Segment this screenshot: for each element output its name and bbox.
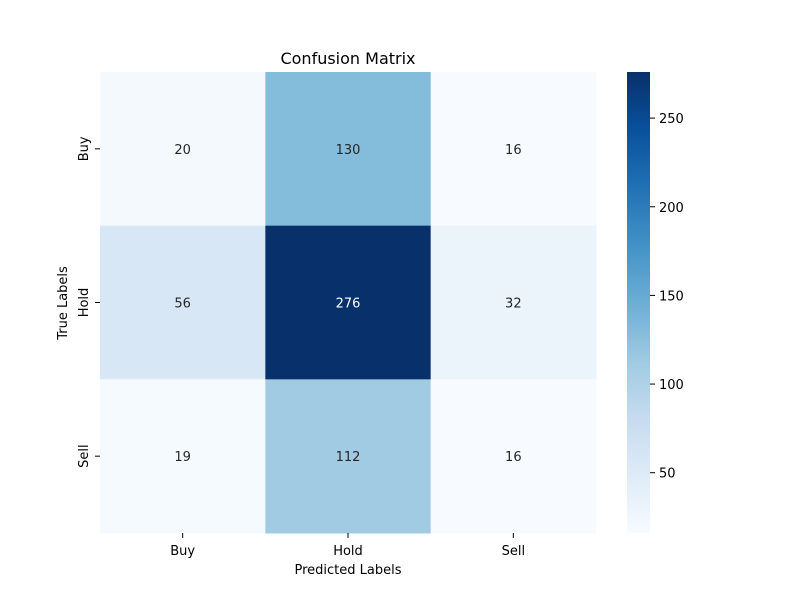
heatmap-cell-hold-hold xyxy=(265,225,432,380)
heatmap-cell-value: 20 xyxy=(174,143,191,158)
colorbar xyxy=(627,72,650,533)
y-axis-ticks: Buy Hold Sell xyxy=(77,136,100,468)
y-axis-label: True Labels xyxy=(56,266,71,341)
colorbar-tick-label: 200 xyxy=(659,201,684,216)
colorbar-tick-label: 100 xyxy=(659,378,684,393)
heatmap-cell-value: 19 xyxy=(174,450,191,465)
heatmap-cell-sell-hold xyxy=(265,379,432,534)
x-tick-label: Hold xyxy=(333,544,363,559)
heatmap-cell-value: 112 xyxy=(336,450,361,465)
heatmap-cell-value: 56 xyxy=(174,297,191,312)
heatmap-cell-hold-sell xyxy=(430,225,597,380)
heatmap-cell-value: 32 xyxy=(505,297,522,312)
x-tick-label: Sell xyxy=(502,544,525,559)
heatmap-cell-value: 276 xyxy=(336,297,361,312)
heatmap-cell-value: 130 xyxy=(336,143,361,158)
heatmap-cell-buy-buy xyxy=(100,72,266,227)
heatmap-cell-sell-sell xyxy=(430,379,597,534)
colorbar-tick-label: 250 xyxy=(659,112,684,127)
y-tick-label: Hold xyxy=(77,288,92,318)
y-tick-label: Sell xyxy=(77,444,92,467)
heatmap-cells xyxy=(100,72,597,534)
y-tick-label: Buy xyxy=(77,136,92,161)
heatmap-cell-labels: 20 130 16 56 276 32 19 112 16 xyxy=(174,143,521,465)
colorbar-ticks: 50 100 150 200 250 xyxy=(650,112,684,482)
heatmap-cell-sell-buy xyxy=(100,379,266,534)
colorbar-tick-label: 50 xyxy=(659,467,676,482)
x-tick-label: Buy xyxy=(170,544,195,559)
x-axis-label: Predicted Labels xyxy=(294,563,401,578)
colorbar-tick-label: 150 xyxy=(659,289,684,304)
x-axis-ticks: Buy Hold Sell xyxy=(170,533,525,559)
heatmap-cell-buy-sell xyxy=(430,72,597,227)
heatmap-cell-hold-buy xyxy=(100,225,266,380)
heatmap-cell-value: 16 xyxy=(505,450,522,465)
heatmap-cell-value: 16 xyxy=(505,143,522,158)
heatmap-cell-buy-hold xyxy=(265,72,432,227)
chart-title: Confusion Matrix xyxy=(280,49,415,68)
